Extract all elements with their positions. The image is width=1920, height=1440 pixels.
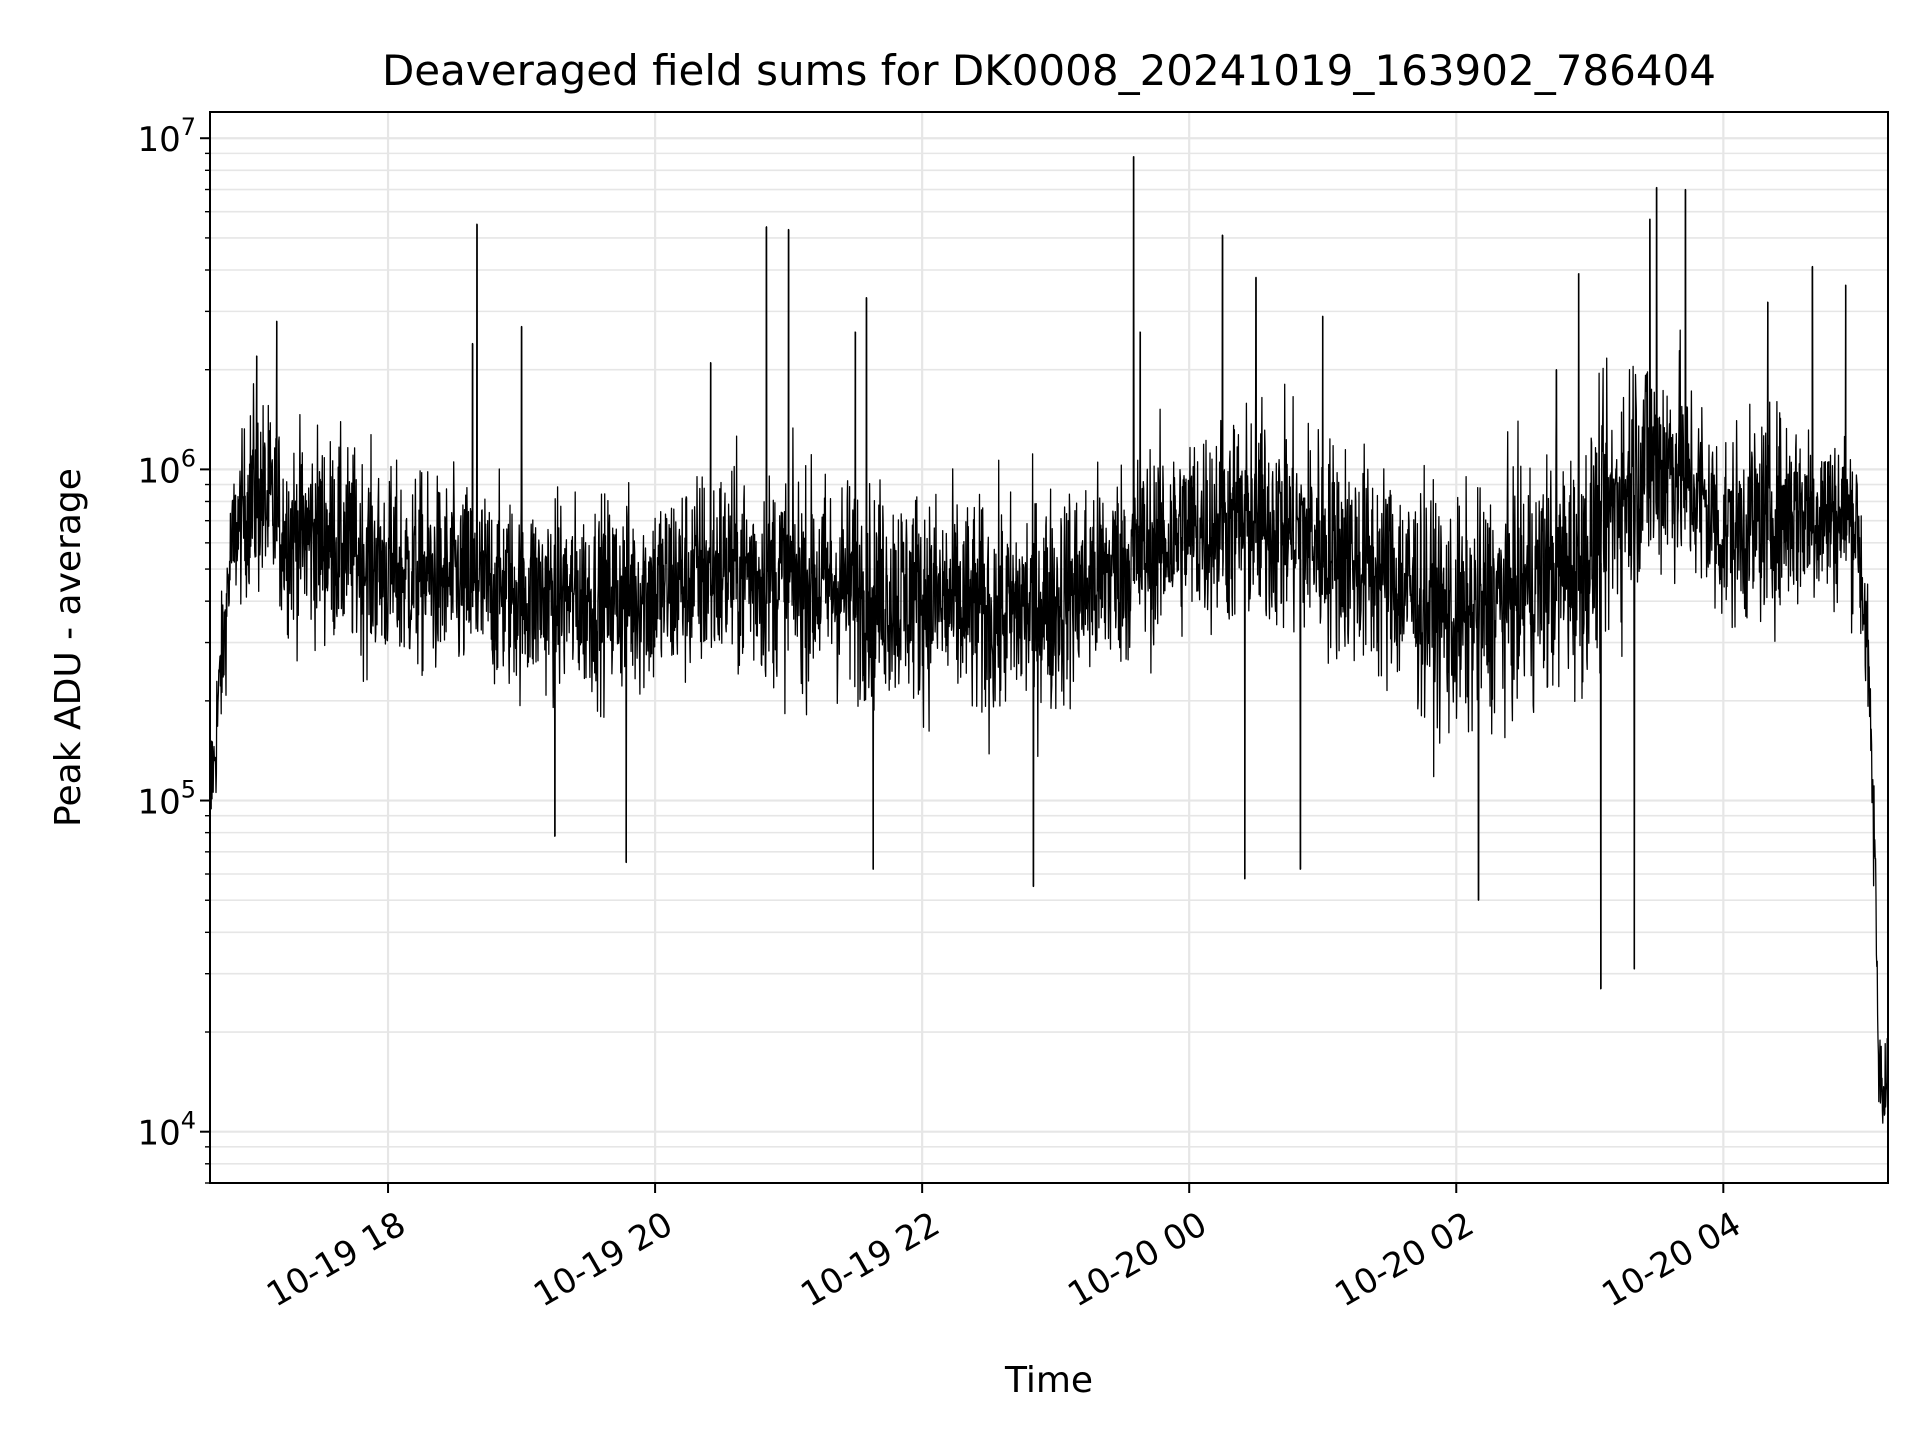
series-layer bbox=[210, 155, 1888, 1124]
series-line bbox=[210, 155, 1888, 1124]
y-tick-label: 107 bbox=[137, 113, 196, 160]
x-axis-label: Time bbox=[1004, 1360, 1093, 1401]
plot-frame bbox=[209, 111, 1889, 1184]
chart-title: Deaveraged field sums for DK0008_2024101… bbox=[382, 46, 1716, 95]
y-tick-label: 106 bbox=[137, 444, 196, 491]
y-axis-label: Peak ADU - average bbox=[48, 468, 89, 827]
y-axis-ticks: 104 105 106 107 bbox=[137, 113, 210, 1184]
y-tick-label: 105 bbox=[137, 776, 196, 823]
y-tick-label: 104 bbox=[137, 1107, 196, 1154]
